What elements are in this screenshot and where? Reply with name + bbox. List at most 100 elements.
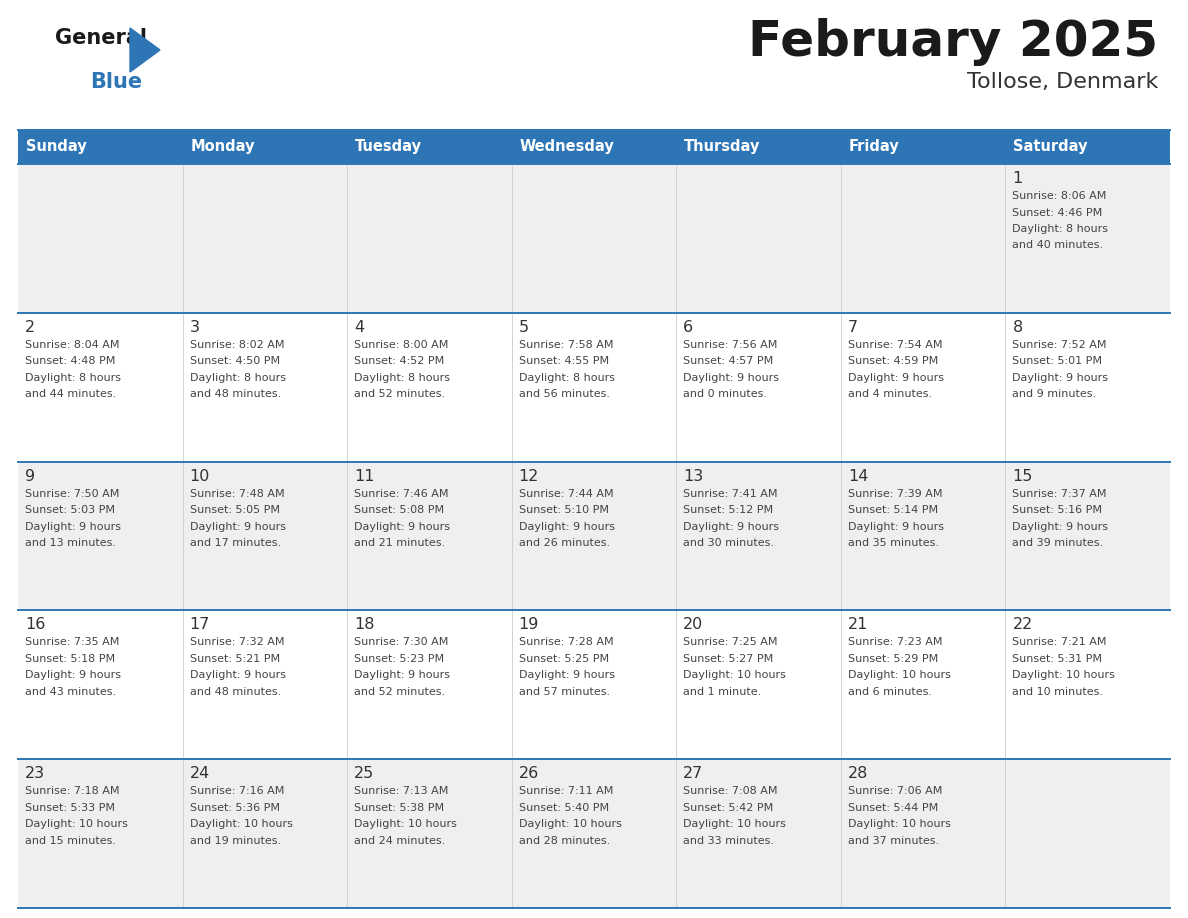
Text: 23: 23 — [25, 767, 45, 781]
Text: Daylight: 8 hours: Daylight: 8 hours — [1012, 224, 1108, 234]
Text: Sunset: 5:31 PM: Sunset: 5:31 PM — [1012, 654, 1102, 664]
Text: Sunrise: 7:16 AM: Sunrise: 7:16 AM — [190, 786, 284, 796]
Text: Sunrise: 7:50 AM: Sunrise: 7:50 AM — [25, 488, 119, 498]
Bar — [676, 130, 841, 164]
Text: Sunset: 5:21 PM: Sunset: 5:21 PM — [190, 654, 279, 664]
Text: and 24 minutes.: and 24 minutes. — [354, 835, 446, 845]
Text: Sunset: 4:52 PM: Sunset: 4:52 PM — [354, 356, 444, 366]
Text: Sunrise: 7:18 AM: Sunrise: 7:18 AM — [25, 786, 120, 796]
Bar — [18, 759, 1170, 908]
Text: Sunset: 5:08 PM: Sunset: 5:08 PM — [354, 505, 444, 515]
Text: 18: 18 — [354, 618, 374, 633]
Text: Sunrise: 7:56 AM: Sunrise: 7:56 AM — [683, 340, 778, 350]
Text: Sunrise: 7:52 AM: Sunrise: 7:52 AM — [1012, 340, 1107, 350]
Text: Friday: Friday — [849, 140, 899, 154]
Text: Sunrise: 7:32 AM: Sunrise: 7:32 AM — [190, 637, 284, 647]
Text: Sunset: 4:48 PM: Sunset: 4:48 PM — [25, 356, 115, 366]
Text: Daylight: 8 hours: Daylight: 8 hours — [190, 373, 285, 383]
Text: Sunset: 5:36 PM: Sunset: 5:36 PM — [190, 802, 279, 812]
Text: Sunrise: 7:35 AM: Sunrise: 7:35 AM — [25, 637, 119, 647]
Text: Sunrise: 7:30 AM: Sunrise: 7:30 AM — [354, 637, 449, 647]
Text: Sunset: 5:01 PM: Sunset: 5:01 PM — [1012, 356, 1102, 366]
Text: and 37 minutes.: and 37 minutes. — [848, 835, 939, 845]
Text: Sunset: 4:55 PM: Sunset: 4:55 PM — [519, 356, 608, 366]
Text: Sunrise: 7:23 AM: Sunrise: 7:23 AM — [848, 637, 942, 647]
Text: Daylight: 10 hours: Daylight: 10 hours — [519, 819, 621, 829]
Text: Sunrise: 7:11 AM: Sunrise: 7:11 AM — [519, 786, 613, 796]
Text: Sunrise: 7:48 AM: Sunrise: 7:48 AM — [190, 488, 284, 498]
Text: 19: 19 — [519, 618, 539, 633]
Text: Sunrise: 7:08 AM: Sunrise: 7:08 AM — [683, 786, 778, 796]
Text: Daylight: 10 hours: Daylight: 10 hours — [683, 819, 786, 829]
Text: and 30 minutes.: and 30 minutes. — [683, 538, 775, 548]
Text: Daylight: 8 hours: Daylight: 8 hours — [354, 373, 450, 383]
Text: Sunrise: 7:44 AM: Sunrise: 7:44 AM — [519, 488, 613, 498]
Text: 20: 20 — [683, 618, 703, 633]
Text: Daylight: 9 hours: Daylight: 9 hours — [848, 373, 943, 383]
Text: Sunrise: 7:21 AM: Sunrise: 7:21 AM — [1012, 637, 1107, 647]
Text: Sunrise: 7:46 AM: Sunrise: 7:46 AM — [354, 488, 449, 498]
Text: February 2025: February 2025 — [748, 18, 1158, 66]
Text: Sunrise: 7:41 AM: Sunrise: 7:41 AM — [683, 488, 778, 498]
Text: Sunset: 5:05 PM: Sunset: 5:05 PM — [190, 505, 279, 515]
Text: 26: 26 — [519, 767, 539, 781]
Text: Daylight: 9 hours: Daylight: 9 hours — [1012, 373, 1108, 383]
Text: Daylight: 8 hours: Daylight: 8 hours — [519, 373, 614, 383]
Text: 10: 10 — [190, 468, 210, 484]
Text: Sunrise: 7:28 AM: Sunrise: 7:28 AM — [519, 637, 613, 647]
Text: 1: 1 — [1012, 171, 1023, 186]
Text: and 28 minutes.: and 28 minutes. — [519, 835, 609, 845]
Bar — [841, 130, 1005, 164]
Text: Daylight: 10 hours: Daylight: 10 hours — [848, 670, 950, 680]
Text: Sunset: 5:14 PM: Sunset: 5:14 PM — [848, 505, 939, 515]
Text: Daylight: 9 hours: Daylight: 9 hours — [354, 670, 450, 680]
Text: and 52 minutes.: and 52 minutes. — [354, 389, 446, 399]
Text: and 15 minutes.: and 15 minutes. — [25, 835, 116, 845]
Text: Sunrise: 7:25 AM: Sunrise: 7:25 AM — [683, 637, 778, 647]
Text: Sunrise: 7:06 AM: Sunrise: 7:06 AM — [848, 786, 942, 796]
Text: Sunset: 5:33 PM: Sunset: 5:33 PM — [25, 802, 115, 812]
Text: Sunrise: 8:02 AM: Sunrise: 8:02 AM — [190, 340, 284, 350]
Text: 11: 11 — [354, 468, 374, 484]
Text: Thursday: Thursday — [684, 140, 760, 154]
Text: Sunrise: 7:58 AM: Sunrise: 7:58 AM — [519, 340, 613, 350]
Text: and 13 minutes.: and 13 minutes. — [25, 538, 116, 548]
Text: Sunset: 5:03 PM: Sunset: 5:03 PM — [25, 505, 115, 515]
Text: Monday: Monday — [190, 140, 255, 154]
Text: 15: 15 — [1012, 468, 1032, 484]
Text: 2: 2 — [25, 319, 36, 335]
Text: Daylight: 9 hours: Daylight: 9 hours — [519, 670, 614, 680]
Text: Sunset: 5:44 PM: Sunset: 5:44 PM — [848, 802, 939, 812]
Text: Sunrise: 7:13 AM: Sunrise: 7:13 AM — [354, 786, 449, 796]
Text: Sunset: 5:27 PM: Sunset: 5:27 PM — [683, 654, 773, 664]
Text: 3: 3 — [190, 319, 200, 335]
Text: Daylight: 9 hours: Daylight: 9 hours — [25, 670, 121, 680]
Text: Daylight: 9 hours: Daylight: 9 hours — [848, 521, 943, 532]
Text: and 48 minutes.: and 48 minutes. — [190, 389, 280, 399]
Text: and 56 minutes.: and 56 minutes. — [519, 389, 609, 399]
Text: Tuesday: Tuesday — [355, 140, 422, 154]
Text: and 44 minutes.: and 44 minutes. — [25, 389, 116, 399]
Text: and 9 minutes.: and 9 minutes. — [1012, 389, 1097, 399]
Bar — [347, 130, 512, 164]
Text: and 39 minutes.: and 39 minutes. — [1012, 538, 1104, 548]
Polygon shape — [129, 28, 160, 72]
Text: 4: 4 — [354, 319, 365, 335]
Text: Daylight: 10 hours: Daylight: 10 hours — [683, 670, 786, 680]
Text: Daylight: 8 hours: Daylight: 8 hours — [25, 373, 121, 383]
Text: and 17 minutes.: and 17 minutes. — [190, 538, 280, 548]
Text: Wednesday: Wednesday — [519, 140, 614, 154]
Text: Sunset: 5:16 PM: Sunset: 5:16 PM — [1012, 505, 1102, 515]
Text: Daylight: 9 hours: Daylight: 9 hours — [190, 670, 285, 680]
Text: 22: 22 — [1012, 618, 1032, 633]
Text: Sunrise: 7:54 AM: Sunrise: 7:54 AM — [848, 340, 942, 350]
Text: Sunset: 4:57 PM: Sunset: 4:57 PM — [683, 356, 773, 366]
Text: 17: 17 — [190, 618, 210, 633]
Text: Daylight: 9 hours: Daylight: 9 hours — [683, 521, 779, 532]
Text: Tollose, Denmark: Tollose, Denmark — [967, 72, 1158, 92]
Text: and 6 minutes.: and 6 minutes. — [848, 687, 931, 697]
Text: Sunrise: 8:00 AM: Sunrise: 8:00 AM — [354, 340, 449, 350]
Text: Daylight: 10 hours: Daylight: 10 hours — [1012, 670, 1116, 680]
Text: 24: 24 — [190, 767, 210, 781]
Text: and 0 minutes.: and 0 minutes. — [683, 389, 767, 399]
